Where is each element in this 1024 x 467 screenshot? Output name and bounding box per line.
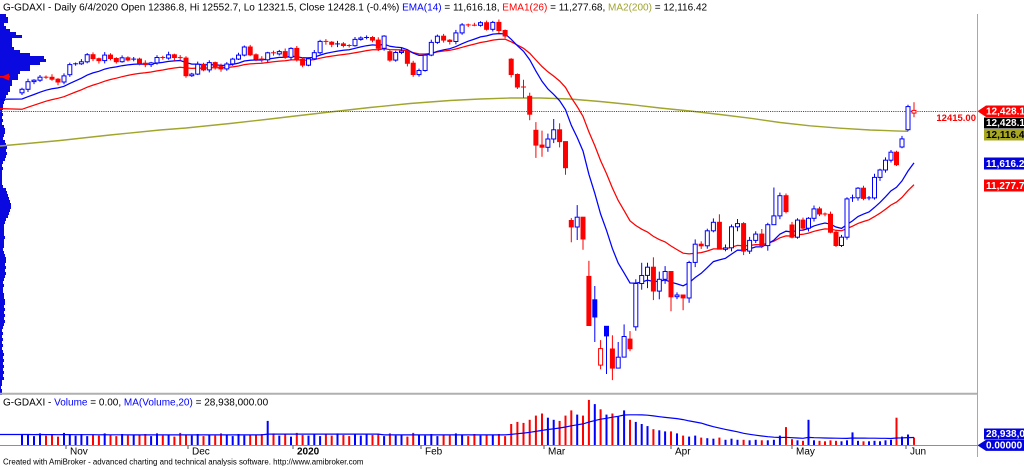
- svg-text:2020: 2020: [297, 447, 320, 458]
- svg-text:Feb: Feb: [425, 447, 443, 458]
- svg-text:12415.00: 12415.00: [936, 113, 976, 124]
- svg-text:G-GDAXI - Volume = 0.00, MA(Vo: G-GDAXI - Volume = 0.00, MA(Volume,20) =…: [3, 398, 269, 409]
- svg-text:Mar: Mar: [548, 447, 566, 458]
- svg-text:11,616.2: 11,616.2: [986, 159, 1024, 170]
- svg-text:Dec: Dec: [192, 447, 210, 458]
- svg-text:12,428.1: 12,428.1: [986, 107, 1024, 118]
- svg-text:Nov: Nov: [70, 447, 88, 458]
- svg-text:G-GDAXI - Daily 6/4/2020 Open: G-GDAXI - Daily 6/4/2020 Open 12386.8, H…: [3, 3, 708, 14]
- svg-text:Apr: Apr: [675, 447, 691, 458]
- svg-text:May: May: [796, 447, 815, 458]
- svg-text:Jun: Jun: [910, 447, 926, 458]
- svg-text:Created with AmiBroker - advan: Created with AmiBroker - advanced charti…: [3, 458, 364, 467]
- svg-text:12,428.1: 12,428.1: [986, 118, 1024, 129]
- svg-text:12,116.4: 12,116.4: [986, 130, 1024, 141]
- svg-text:28,938,0: 28,938,0: [986, 429, 1024, 440]
- svg-text:0.00000: 0.00000: [986, 440, 1023, 451]
- svg-text:11,277.7: 11,277.7: [986, 181, 1024, 192]
